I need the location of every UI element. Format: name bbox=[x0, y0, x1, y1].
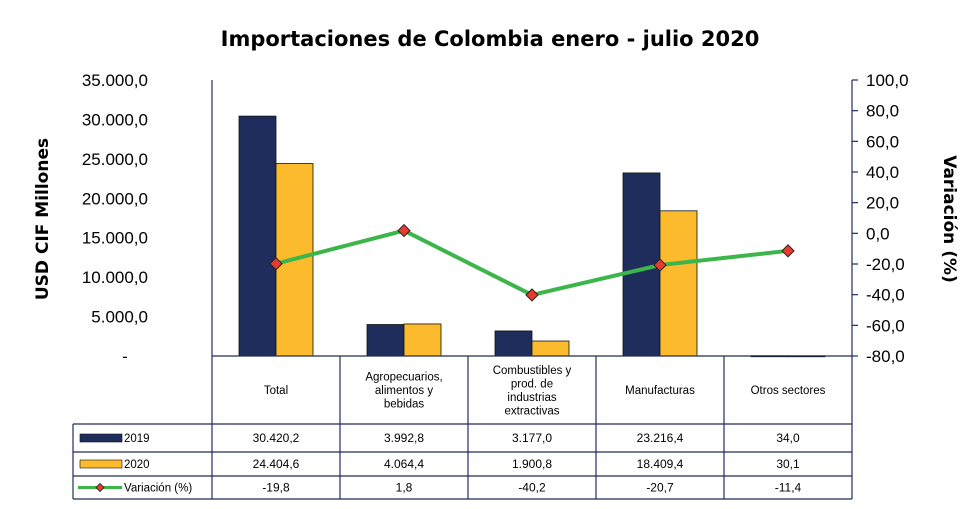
table-cell: 4.064,4 bbox=[384, 457, 424, 471]
legend-swatch-2020 bbox=[79, 459, 123, 469]
table-cell: -40,2 bbox=[518, 481, 546, 495]
table-cell: 34,0 bbox=[776, 431, 800, 445]
category-label: bebidas bbox=[384, 399, 425, 411]
y2-tick-label: -20,0 bbox=[866, 255, 905, 274]
legend-marker bbox=[95, 482, 105, 493]
variation-point bbox=[525, 288, 539, 302]
category-label: prod. de bbox=[511, 378, 553, 390]
y2-tick-label: -80,0 bbox=[866, 347, 905, 366]
y-tick-label: 30.000,0 bbox=[82, 110, 148, 129]
table-cell: 3.992,8 bbox=[384, 431, 424, 445]
category-label: Agropecuarios, bbox=[365, 372, 442, 384]
category-label: Total bbox=[264, 385, 288, 397]
legend-swatch-2019 bbox=[79, 433, 123, 443]
y-tick-label: 10.000,0 bbox=[82, 268, 148, 287]
category-label: Combustibles y bbox=[493, 365, 572, 377]
y2-tick-label: 0,0 bbox=[866, 224, 890, 243]
table-cell: 23.216,4 bbox=[637, 431, 684, 445]
y2-tick-label: 40,0 bbox=[866, 163, 899, 182]
bar-2019 bbox=[238, 115, 277, 357]
y-tick-label: 35.000,0 bbox=[82, 71, 148, 90]
y2-tick-label: 80,0 bbox=[866, 102, 899, 121]
legend-label: 2020 bbox=[124, 459, 150, 471]
bar-2019 bbox=[494, 330, 533, 357]
axis-ticks: - 5.000,0 10.000,0 15.000,0 20.000,0 25.000,0… bbox=[82, 71, 909, 366]
bar-2019 bbox=[366, 324, 405, 357]
bar-2020 bbox=[659, 210, 698, 357]
table-cell: -20,7 bbox=[646, 481, 674, 495]
table-cell: 24.404,6 bbox=[253, 457, 300, 471]
table-cell: 18.409,4 bbox=[637, 457, 684, 471]
y2-axis-title: Variación (%) bbox=[939, 155, 959, 283]
y2-tick-label: -60,0 bbox=[866, 316, 905, 335]
variation-point bbox=[269, 256, 283, 271]
bar-2020 bbox=[531, 340, 570, 357]
y-axis-title: USD CIF Millones bbox=[33, 138, 53, 300]
bar-2020 bbox=[403, 323, 442, 357]
y-tick-label: 25.000,0 bbox=[82, 150, 148, 169]
y2-tick-label: 100,0 bbox=[866, 71, 909, 90]
table-cell: 1,8 bbox=[396, 481, 413, 495]
table-cell: 3.177,0 bbox=[512, 431, 552, 445]
bars bbox=[238, 115, 826, 358]
table-cell: -11,4 bbox=[775, 481, 802, 495]
y-tick-label: - bbox=[122, 347, 128, 366]
y2-tick-label: 60,0 bbox=[866, 132, 899, 151]
y2-tick-label: -40,0 bbox=[866, 286, 905, 305]
variation-point bbox=[653, 258, 667, 272]
category-label: Manufacturas bbox=[625, 385, 695, 397]
legend-label: 2019 bbox=[124, 433, 150, 445]
table-cell: 30,1 bbox=[776, 457, 800, 471]
table-cell: -19,8 bbox=[262, 481, 290, 495]
variation-point bbox=[781, 244, 795, 258]
data-table: Total Agropecuarios,alimentos y bebidas Com… bbox=[72, 355, 853, 500]
y-tick-label: 15.000,0 bbox=[82, 229, 148, 248]
category-label: alimentos y bbox=[375, 385, 433, 397]
category-label: extractivas bbox=[505, 405, 560, 417]
y-tick-label: 20.000,0 bbox=[82, 189, 148, 208]
variation-point bbox=[397, 223, 411, 238]
table-cell: 1.900,8 bbox=[512, 457, 552, 471]
y-tick-label: 5.000,0 bbox=[91, 308, 148, 327]
table-cell: 30.420,2 bbox=[253, 431, 300, 445]
category-label: industrias bbox=[507, 392, 556, 404]
category-label: Otros sectores bbox=[751, 385, 826, 397]
variation-polyline bbox=[275, 228, 789, 297]
legend-label: Variación (%) bbox=[124, 483, 192, 495]
variation-line bbox=[269, 223, 795, 302]
y2-tick-label: 20,0 bbox=[866, 194, 899, 213]
chart-title: Importaciones de Colombia enero - julio … bbox=[221, 27, 760, 51]
